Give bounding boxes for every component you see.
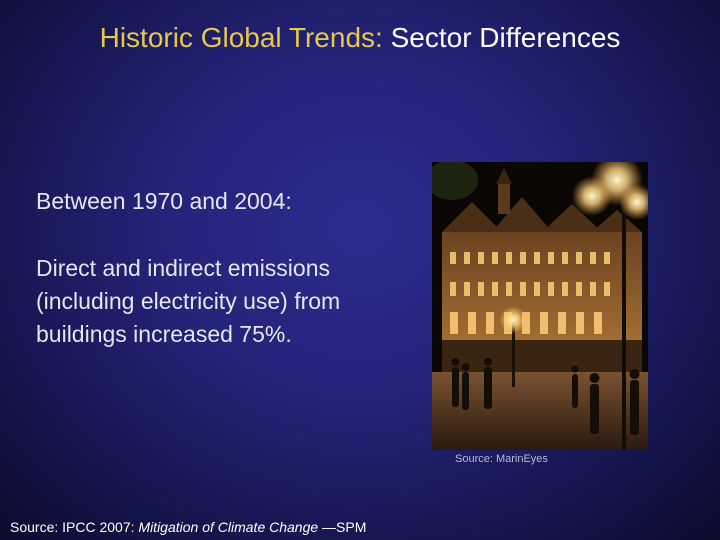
main-text: Direct and indirect emissions (including… (36, 255, 341, 347)
source-suffix: —SPM (318, 519, 367, 535)
photo-illustration (432, 162, 648, 450)
title-part-1: Historic Global Trends: (99, 22, 383, 53)
slide-title: Historic Global Trends: Sector Differenc… (0, 20, 720, 56)
night-building-photo (432, 162, 648, 450)
title-part-2: Sector Differences (390, 22, 621, 53)
intro-text: Between 1970 and 2004: (36, 188, 292, 214)
source-prefix: Source: IPCC 2007: (10, 519, 139, 535)
source-citation: Source: IPCC 2007: Mitigation of Climate… (10, 519, 366, 535)
source-work-title: Mitigation of Climate Change (138, 519, 319, 535)
photo-credit: Source: MarinEyes (455, 453, 548, 465)
